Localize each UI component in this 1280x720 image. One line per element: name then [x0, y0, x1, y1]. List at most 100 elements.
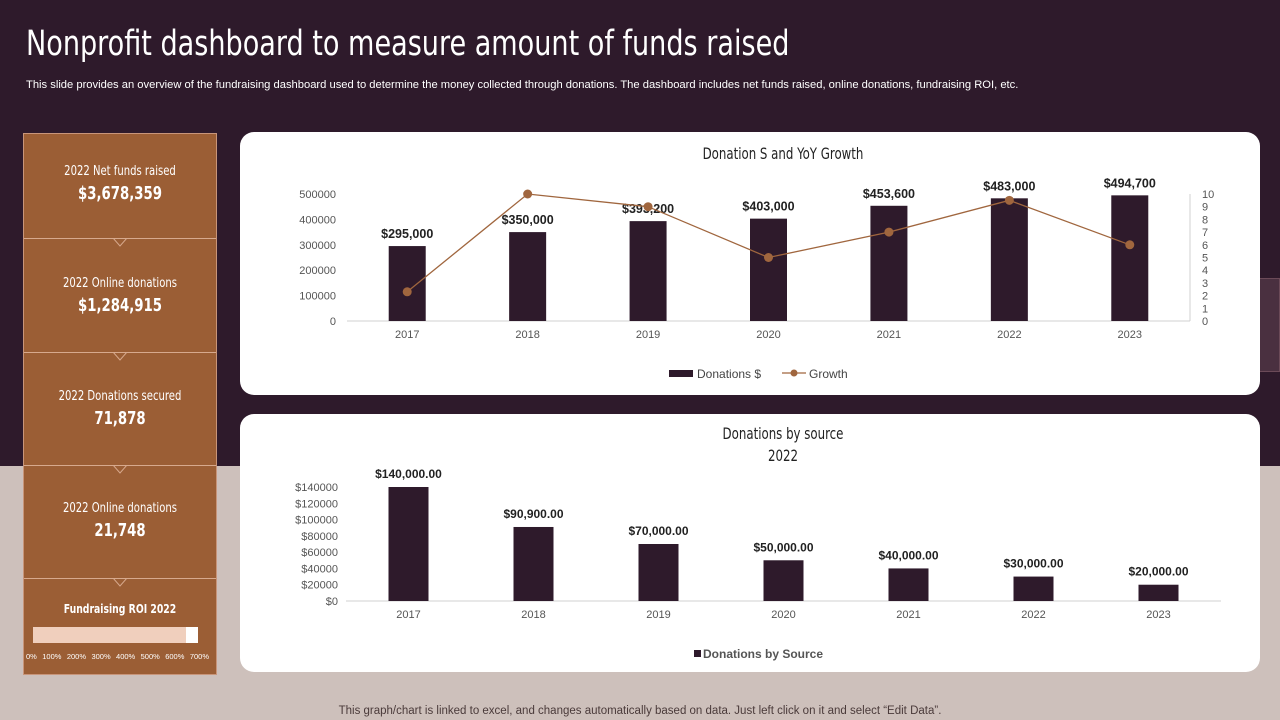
kpi-donations-secured: 2022 Donations secured 71,878 [24, 389, 216, 429]
kpi-label: 2022 Net funds raised [64, 164, 176, 179]
y-tick-label: 100000 [299, 291, 336, 303]
legend-label: Donations by Source [703, 647, 823, 661]
bar-donations-by-source [638, 544, 679, 601]
bar-donations [509, 232, 547, 321]
growth-point [643, 202, 653, 212]
chart-title: Donation S and YoY Growth [703, 145, 864, 164]
kpi-value: 71,878 [94, 408, 146, 429]
bar-donations [870, 205, 908, 321]
y2-tick-label: 9 [1202, 202, 1208, 214]
bar-data-label: $483,000 [983, 179, 1035, 193]
y-tick-label: 300000 [299, 240, 336, 252]
bar-data-label: $295,000 [381, 227, 433, 241]
y2-tick-label: 1 [1202, 303, 1208, 315]
y2-tick-label: 4 [1202, 265, 1208, 277]
bar-data-label: $90,900.00 [503, 507, 563, 521]
growth-point [523, 189, 533, 199]
x-tick-label: 2020 [756, 329, 780, 341]
x-tick-label: 2021 [896, 609, 920, 621]
y2-tick-label: 5 [1202, 253, 1208, 265]
x-tick-label: 2021 [877, 329, 901, 341]
bar-donations [990, 198, 1028, 321]
y-tick-label: $20000 [301, 580, 338, 592]
kpi-divider [24, 578, 216, 579]
donations-by-source-chart: Donations by source 2022 $140000 $120000 $10… [295, 425, 1221, 661]
roi-tick-label: 600% [165, 652, 185, 661]
y2-tick-label: 2 [1202, 291, 1208, 303]
legend-label: Growth [809, 367, 848, 381]
bar-data-label: $70,000.00 [628, 524, 688, 538]
kpi-divider [24, 465, 216, 466]
bar-donations [750, 218, 787, 321]
bar-data-label: $140,000.00 [375, 467, 442, 481]
roi-tick-label: 300% [91, 652, 111, 661]
y-tick-label: 400000 [299, 214, 336, 226]
roi-label: Fundraising ROI 2022 [63, 602, 177, 616]
kpi-divider [24, 238, 216, 239]
y-tick-label: $40000 [301, 563, 338, 575]
x-tick-label: 2017 [396, 609, 420, 621]
bar-donations-by-source [513, 526, 554, 601]
legend-swatch-donations [669, 370, 693, 377]
bar-donations-by-source [1013, 576, 1054, 601]
growth-point [884, 227, 894, 237]
kpi-value: $1,284,915 [77, 295, 162, 316]
chart-title: Donations by source [723, 425, 844, 444]
side-accent [1258, 278, 1280, 372]
y-tick-label: $140000 [295, 482, 338, 494]
y-tick-label: 0 [330, 316, 336, 328]
roi-tick-label: 700% [189, 652, 209, 661]
x-tick-label: 2023 [1146, 609, 1170, 621]
chevron-down-icon [112, 578, 128, 587]
x-tick-label: 2018 [515, 329, 539, 341]
y2-tick-label: 10 [1202, 189, 1214, 201]
bar-donations [388, 246, 426, 321]
bar-data-label: $20,000.00 [1128, 565, 1188, 579]
x-tick-label: 2018 [521, 609, 545, 621]
roi-tick-label: 200% [66, 652, 87, 661]
x-tick-label: 2020 [771, 609, 795, 621]
chevron-down-icon [112, 465, 128, 474]
y2-tick-label: 3 [1202, 278, 1208, 290]
bar-data-label: $403,000 [742, 200, 794, 214]
y-tick-label: $60000 [301, 547, 338, 559]
y-tick-label: $120000 [295, 498, 338, 510]
x-tick-label: 2022 [997, 329, 1021, 341]
bar-donations [629, 221, 667, 321]
roi-tick-label: 100% [42, 652, 62, 661]
donation-growth-card: Donation S and YoY Growth 500000 400000 300… [240, 132, 1260, 395]
kpi-value: $3,678,359 [77, 183, 162, 204]
bar-donations-by-source [1138, 584, 1179, 601]
bar-data-label: $453,600 [863, 187, 915, 201]
bar-donations-by-source [888, 568, 929, 601]
x-tick-label: 2023 [1118, 329, 1142, 341]
bar-donations [1111, 195, 1149, 321]
donations-by-source-card: Donations by source 2022 $140000 $120000 $10… [240, 414, 1260, 672]
x-tick-label: 2019 [636, 329, 660, 341]
roi-tick-label: 400% [116, 652, 136, 661]
bar-donations-by-source [388, 487, 429, 601]
y-tick-label: $100000 [295, 515, 338, 527]
kpi-online-donations-count: 2022 Online donations 21,748 [24, 501, 216, 541]
legend-swatch [694, 650, 701, 657]
roi-progress-fill [33, 627, 187, 643]
footer-note: This graph/chart is linked to excel, and… [338, 705, 942, 717]
x-tick-label: 2019 [646, 609, 670, 621]
kpi-divider [24, 352, 216, 353]
x-tick-label: 2022 [1021, 609, 1045, 621]
y-tick-label: 200000 [299, 265, 336, 277]
kpi-label: 2022 Online donations [62, 276, 178, 291]
roi-tick-label: 500% [140, 652, 160, 661]
y-tick-label: 500000 [299, 189, 336, 201]
bar-data-label: $30,000.00 [1003, 557, 1063, 571]
kpi-online-donations: 2022 Online donations $1,284,915 [24, 276, 216, 316]
growth-point [1125, 240, 1135, 250]
legend-swatch-growth-marker [790, 369, 798, 377]
y-tick-label: $80000 [301, 531, 338, 543]
kpi-net-funds: 2022 Net funds raised $3,678,359 [24, 164, 216, 204]
growth-point [1004, 195, 1014, 205]
kpi-label: 2022 Online donations [62, 501, 178, 516]
roi-axis: 0% 100% 200% 300% 400% 500% 600% 700% [26, 652, 216, 661]
kpi-value: 21,748 [94, 520, 146, 541]
bar-data-label: $350,000 [502, 213, 554, 227]
